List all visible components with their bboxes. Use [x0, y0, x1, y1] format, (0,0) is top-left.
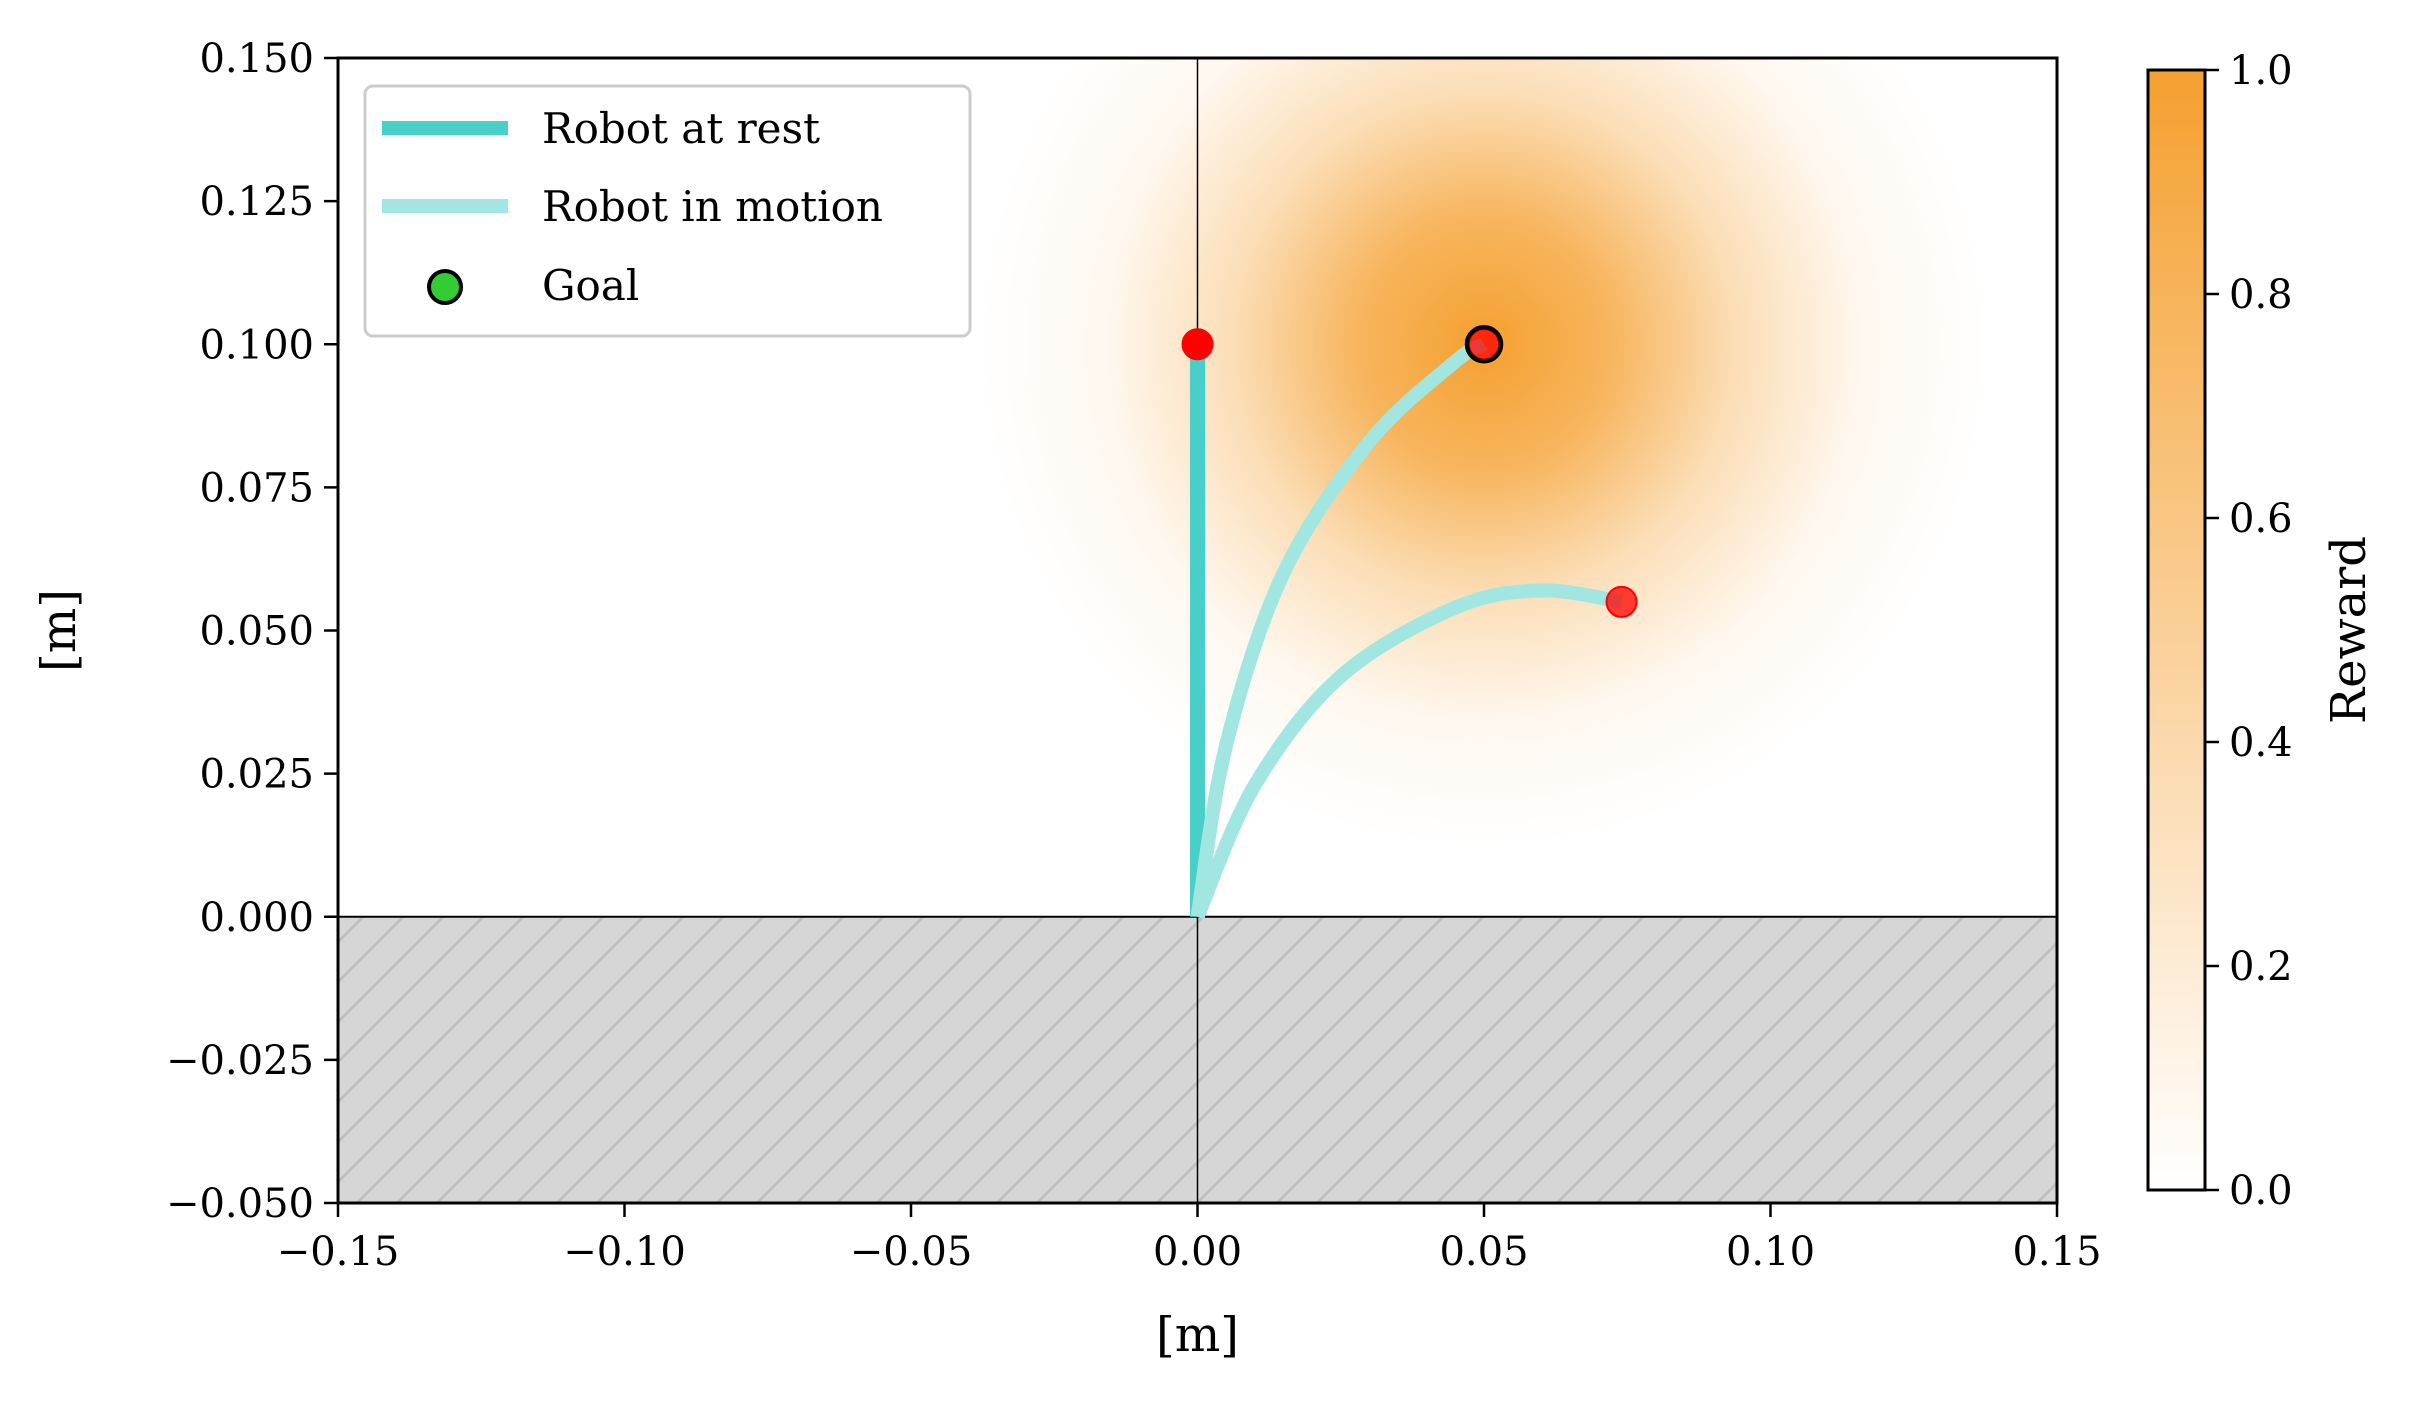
legend-entry-robot-at-rest: Robot at rest: [542, 104, 820, 153]
colorbar-label: Reward: [2321, 536, 2377, 724]
legend-entry-robot-in-motion: Robot in motion: [542, 182, 883, 231]
x-tick-label: 0.00: [1153, 1229, 1242, 1275]
y-tick-label: 0.100: [199, 322, 314, 368]
x-axis-label: [m]: [1156, 1307, 1239, 1363]
x-axis-ticks: −0.15 −0.10 −0.05 0.00 0.05 0.10 0.15: [277, 1203, 2102, 1275]
x-tick-label: 0.10: [1726, 1229, 1815, 1275]
marker-layer: [1181, 325, 1638, 618]
tip-marker-3: [1605, 585, 1638, 618]
x-tick-label: −0.10: [563, 1229, 686, 1275]
colorbar-tick-label: 1.0: [2229, 48, 2293, 94]
colorbar-tick-label: 0.4: [2229, 720, 2293, 766]
colorbar-gradient-bar: [2146, 68, 2207, 1192]
tip-marker-1: [1181, 328, 1214, 361]
legend: Robot at rest Robot in motion Goal: [363, 84, 972, 338]
y-tick-label: −0.025: [166, 1038, 314, 1084]
x-tick-label: 0.05: [1439, 1229, 1528, 1275]
x-tick-label: −0.05: [850, 1229, 973, 1275]
legend-swatch-goal: [427, 269, 463, 305]
y-tick-label: 0.025: [199, 752, 314, 798]
series-line-2: [1190, 337, 1488, 918]
y-tick-label: 0.150: [199, 36, 314, 82]
legend-entry-goal: Goal: [542, 261, 639, 310]
goal-marker: [1464, 325, 1504, 364]
colorbar: 0.0 0.2 0.4 0.6 0.8 1.0 Reward: [2146, 48, 2377, 1214]
colorbar-tick-label: 0.8: [2229, 272, 2293, 318]
legend-box: [363, 84, 972, 338]
y-axis-label: [m]: [31, 589, 87, 672]
colorbar-tick-label: 0.0: [2229, 1168, 2293, 1214]
y-tick-label: 0.125: [199, 179, 314, 225]
colorbar-tick-label: 0.6: [2229, 496, 2293, 542]
colorbar-tick-label: 0.2: [2229, 944, 2293, 990]
y-tick-label: −0.050: [166, 1181, 314, 1227]
x-tick-label: 0.15: [2012, 1229, 2101, 1275]
y-tick-label: 0.000: [199, 895, 314, 941]
series-layer: [1190, 337, 1623, 920]
y-tick-label: 0.050: [199, 609, 314, 655]
series-line-3: [1191, 583, 1623, 920]
plot-area: [338, 58, 2057, 1203]
y-tick-label: 0.075: [199, 465, 314, 511]
x-tick-label: −0.15: [277, 1229, 400, 1275]
colorbar-ticks: 0.0 0.2 0.4 0.6 0.8 1.0: [2205, 48, 2293, 1214]
y-axis-ticks: −0.050 −0.025 0.000 0.025 0.050 0.075 0.100 0.1…: [166, 36, 338, 1227]
